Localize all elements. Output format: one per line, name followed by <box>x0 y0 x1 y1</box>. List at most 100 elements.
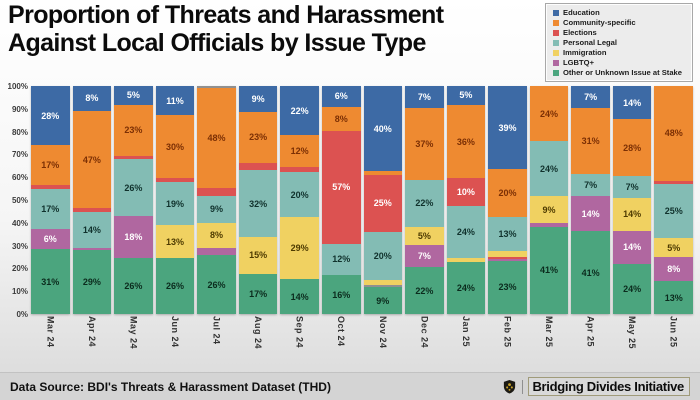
segment-community-specific: 37% <box>405 107 444 180</box>
legend-item-education: Education <box>553 8 687 17</box>
bar-mar-24: 31% 6% 17% 17% 28% <box>31 86 70 314</box>
segment-lgbtq: 8% <box>654 257 693 282</box>
segment-value-label: 8% <box>334 113 348 124</box>
segment-value-label: 14% <box>290 291 309 302</box>
segment-lgbtq: 7% <box>405 245 444 268</box>
segment-community-specific: 48% <box>197 87 236 189</box>
legend-item-community-specific: Community-specific <box>553 18 687 27</box>
segment-value-label: 9% <box>542 204 556 215</box>
segment-immigration: 29% <box>280 217 319 280</box>
x-axis-label-text: Mar 25 <box>544 316 555 348</box>
segment-value-label: 9% <box>251 94 265 104</box>
y-axis-tick-0: 0% <box>16 310 28 319</box>
segment-education: 11% <box>155 85 195 116</box>
x-axis-label-text: Dec 24 <box>419 316 430 349</box>
segment-personal-legal: 24% <box>446 205 486 259</box>
segment-immigration: 5% <box>405 226 444 246</box>
legend-item-personal-legal: Personal Legal <box>553 38 687 47</box>
x-axis-label-text: Jan 25 <box>460 316 471 348</box>
segment-other-or-unknown-issue-at-stake: 29% <box>72 250 112 314</box>
segment-value-label: 20% <box>498 188 517 199</box>
segment-education: 7% <box>405 86 444 108</box>
segment-value-label: 24% <box>456 282 475 293</box>
segment-education: 6% <box>321 86 361 107</box>
header: Proportion of Threats and Harassment Aga… <box>0 0 700 86</box>
segment-immigration: 5% <box>654 238 693 257</box>
segment-value-label: 5% <box>459 90 473 101</box>
segment-value-label: 22% <box>290 105 309 116</box>
x-axis-label-text: Jun 24 <box>169 316 180 348</box>
segment-immigration <box>488 251 527 258</box>
footer: Data Source: BDI's Threats & Harassment … <box>0 372 700 400</box>
legend-swatch-icon <box>553 49 559 56</box>
segment-education: 5% <box>114 85 153 105</box>
bar-mar-25: 41% 9% 24% 24% <box>529 85 569 314</box>
segment-other-or-unknown-issue-at-stake: 26% <box>197 255 236 314</box>
segment-value-label: 39% <box>498 122 517 133</box>
segment-personal-legal: 20% <box>363 231 403 280</box>
y-axis-spacer <box>4 316 31 366</box>
segment-elections <box>72 208 112 213</box>
legend-swatch-icon <box>553 69 559 76</box>
segment-elections <box>488 257 527 259</box>
segment-value-label: 40% <box>373 123 392 134</box>
segment-value-label: 22% <box>415 198 434 209</box>
segment-community-specific: 12% <box>280 135 319 167</box>
bar-jun-25: 13% 8% 5% 25% 48% <box>654 86 693 314</box>
segment-value-label: 25% <box>664 206 683 217</box>
segment-value-label: 37% <box>415 138 434 149</box>
page-title-line2: Against Local Officials by Issue Type <box>8 28 426 57</box>
segment-value-label: 14% <box>623 209 642 220</box>
x-axis-label-text: Jun 25 <box>668 316 679 348</box>
x-axis-label-text: Feb 25 <box>502 316 513 348</box>
segment-value-label: 29% <box>82 277 101 287</box>
x-axis-label-feb-25: Feb 25 <box>488 316 527 366</box>
segment-personal-legal: 19% <box>155 181 195 226</box>
legend-label: Elections <box>563 28 597 37</box>
x-axis-label-text: May 25 <box>627 316 638 350</box>
bar-dec-24: 22% 7% 5% 22% 37% 7% <box>405 86 444 314</box>
x-axis-label-aug-24: Aug 24 <box>239 316 278 366</box>
legend-swatch-icon <box>553 39 559 46</box>
legend-swatch-icon <box>553 9 559 16</box>
segment-value-label: 48% <box>207 133 226 143</box>
x-axis-label-text: Apr 24 <box>86 316 97 348</box>
x-axis-label-mar-24: Mar 24 <box>31 316 70 366</box>
segment-community-specific: 23% <box>238 112 278 163</box>
segment-value-label: 13% <box>498 229 517 240</box>
y-axis-tick-20: 20% <box>11 264 28 274</box>
x-axis-label-text: Mar 24 <box>45 316 56 348</box>
segment-value-label: 17% <box>249 288 268 299</box>
segment-immigration: 8% <box>197 222 236 248</box>
segment-value-label: 9% <box>376 295 390 306</box>
segment-value-label: 26% <box>124 280 143 291</box>
legend-item-lgbtq: LGBTQ+ <box>553 58 687 67</box>
x-axis-label-apr-24: Apr 24 <box>73 316 112 366</box>
y-axis-tick-100: 100% <box>7 82 28 91</box>
bar-sep-24: 14% 29% 20% 12% 22% <box>280 86 319 314</box>
segment-value-label: 13% <box>664 292 683 303</box>
segment-value-label: 24% <box>456 227 475 238</box>
x-axis-label-sep-24: Sep 24 <box>280 316 319 366</box>
y-axis-tick-80: 80% <box>11 127 28 137</box>
segment-value-label: 31% <box>41 276 60 287</box>
segment-value-label: 7% <box>417 251 431 262</box>
x-axis-label-text: Oct 24 <box>336 316 347 347</box>
segment-value-label: 12% <box>290 145 309 156</box>
plot-area: 31% 6% 17% 17% 28% 29% 14% 47% 8% 26% 18% 26% 23% 5% 2… <box>31 85 693 314</box>
segment-other-or-unknown-issue-at-stake: 26% <box>114 257 153 314</box>
legend-label: Community-specific <box>563 18 636 27</box>
segment-unlabeled <box>197 86 236 88</box>
legend-swatch-icon <box>553 29 559 36</box>
x-axis-label-dec-24: Dec 24 <box>405 316 444 366</box>
segment-community-specific: 48% <box>654 86 693 181</box>
segment-personal-legal: 25% <box>654 184 693 239</box>
segment-personal-legal: 32% <box>238 170 278 238</box>
segment-education: 40% <box>363 86 403 172</box>
segment-value-label: 5% <box>667 242 681 253</box>
segment-personal-legal: 9% <box>197 195 236 223</box>
segment-elections <box>155 178 195 182</box>
y-axis-tick-40: 40% <box>11 218 28 228</box>
segment-value-label: 18% <box>124 231 143 242</box>
bar-jul-24: 26% 8% 9% 48% <box>197 86 236 314</box>
